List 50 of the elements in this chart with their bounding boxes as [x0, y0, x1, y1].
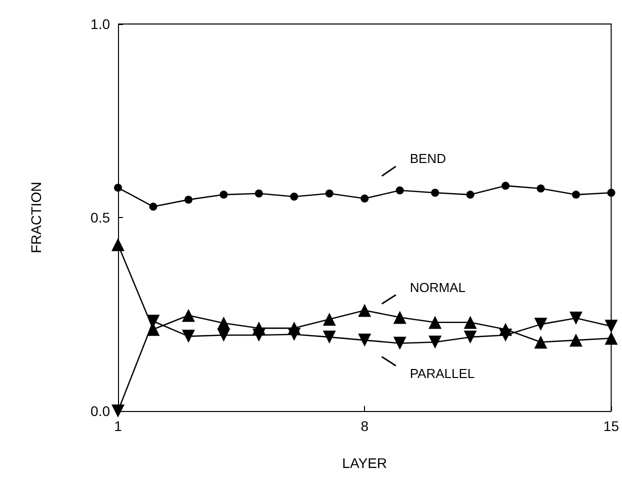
point [182, 308, 195, 322]
point [499, 328, 512, 342]
point [502, 182, 510, 190]
y-tick-label: 1.0 [90, 16, 110, 32]
point [393, 336, 406, 350]
point [604, 320, 618, 333]
point [290, 192, 298, 201]
point [464, 330, 477, 344]
point [182, 330, 195, 343]
point [569, 334, 582, 347]
point [396, 186, 404, 194]
point [534, 336, 548, 349]
point [325, 190, 334, 198]
point [252, 328, 266, 342]
point [254, 190, 263, 198]
x-axis-title: LAYER [342, 455, 388, 471]
x-tick-label: 1 [114, 418, 122, 434]
point [358, 304, 372, 317]
point [536, 184, 545, 192]
point [217, 328, 230, 342]
series-label: NORMAL [410, 280, 466, 295]
point [184, 196, 192, 204]
x-tick-label: 8 [360, 418, 369, 434]
point [572, 190, 580, 199]
point [360, 194, 369, 203]
point [534, 318, 548, 331]
series-label: PARALLEL [410, 366, 475, 381]
point [322, 330, 336, 344]
point [393, 310, 406, 324]
y-axis-title: FRACTION [28, 182, 44, 254]
point [569, 312, 582, 325]
y-tick-label: 0.5 [90, 210, 110, 226]
point [428, 336, 442, 349]
y-tick-label: 0.0 [90, 403, 110, 419]
series-label: BEND [410, 150, 446, 166]
point [322, 312, 336, 326]
point [112, 238, 124, 252]
point [288, 328, 301, 341]
point [112, 404, 124, 418]
point [464, 316, 477, 329]
point [358, 334, 372, 347]
point [428, 316, 442, 329]
x-tick-label: 15 [603, 418, 620, 434]
point [149, 202, 158, 211]
point [607, 188, 616, 197]
point [220, 190, 228, 199]
point [466, 190, 474, 199]
point [604, 332, 618, 345]
point [431, 188, 440, 197]
point [114, 184, 122, 192]
